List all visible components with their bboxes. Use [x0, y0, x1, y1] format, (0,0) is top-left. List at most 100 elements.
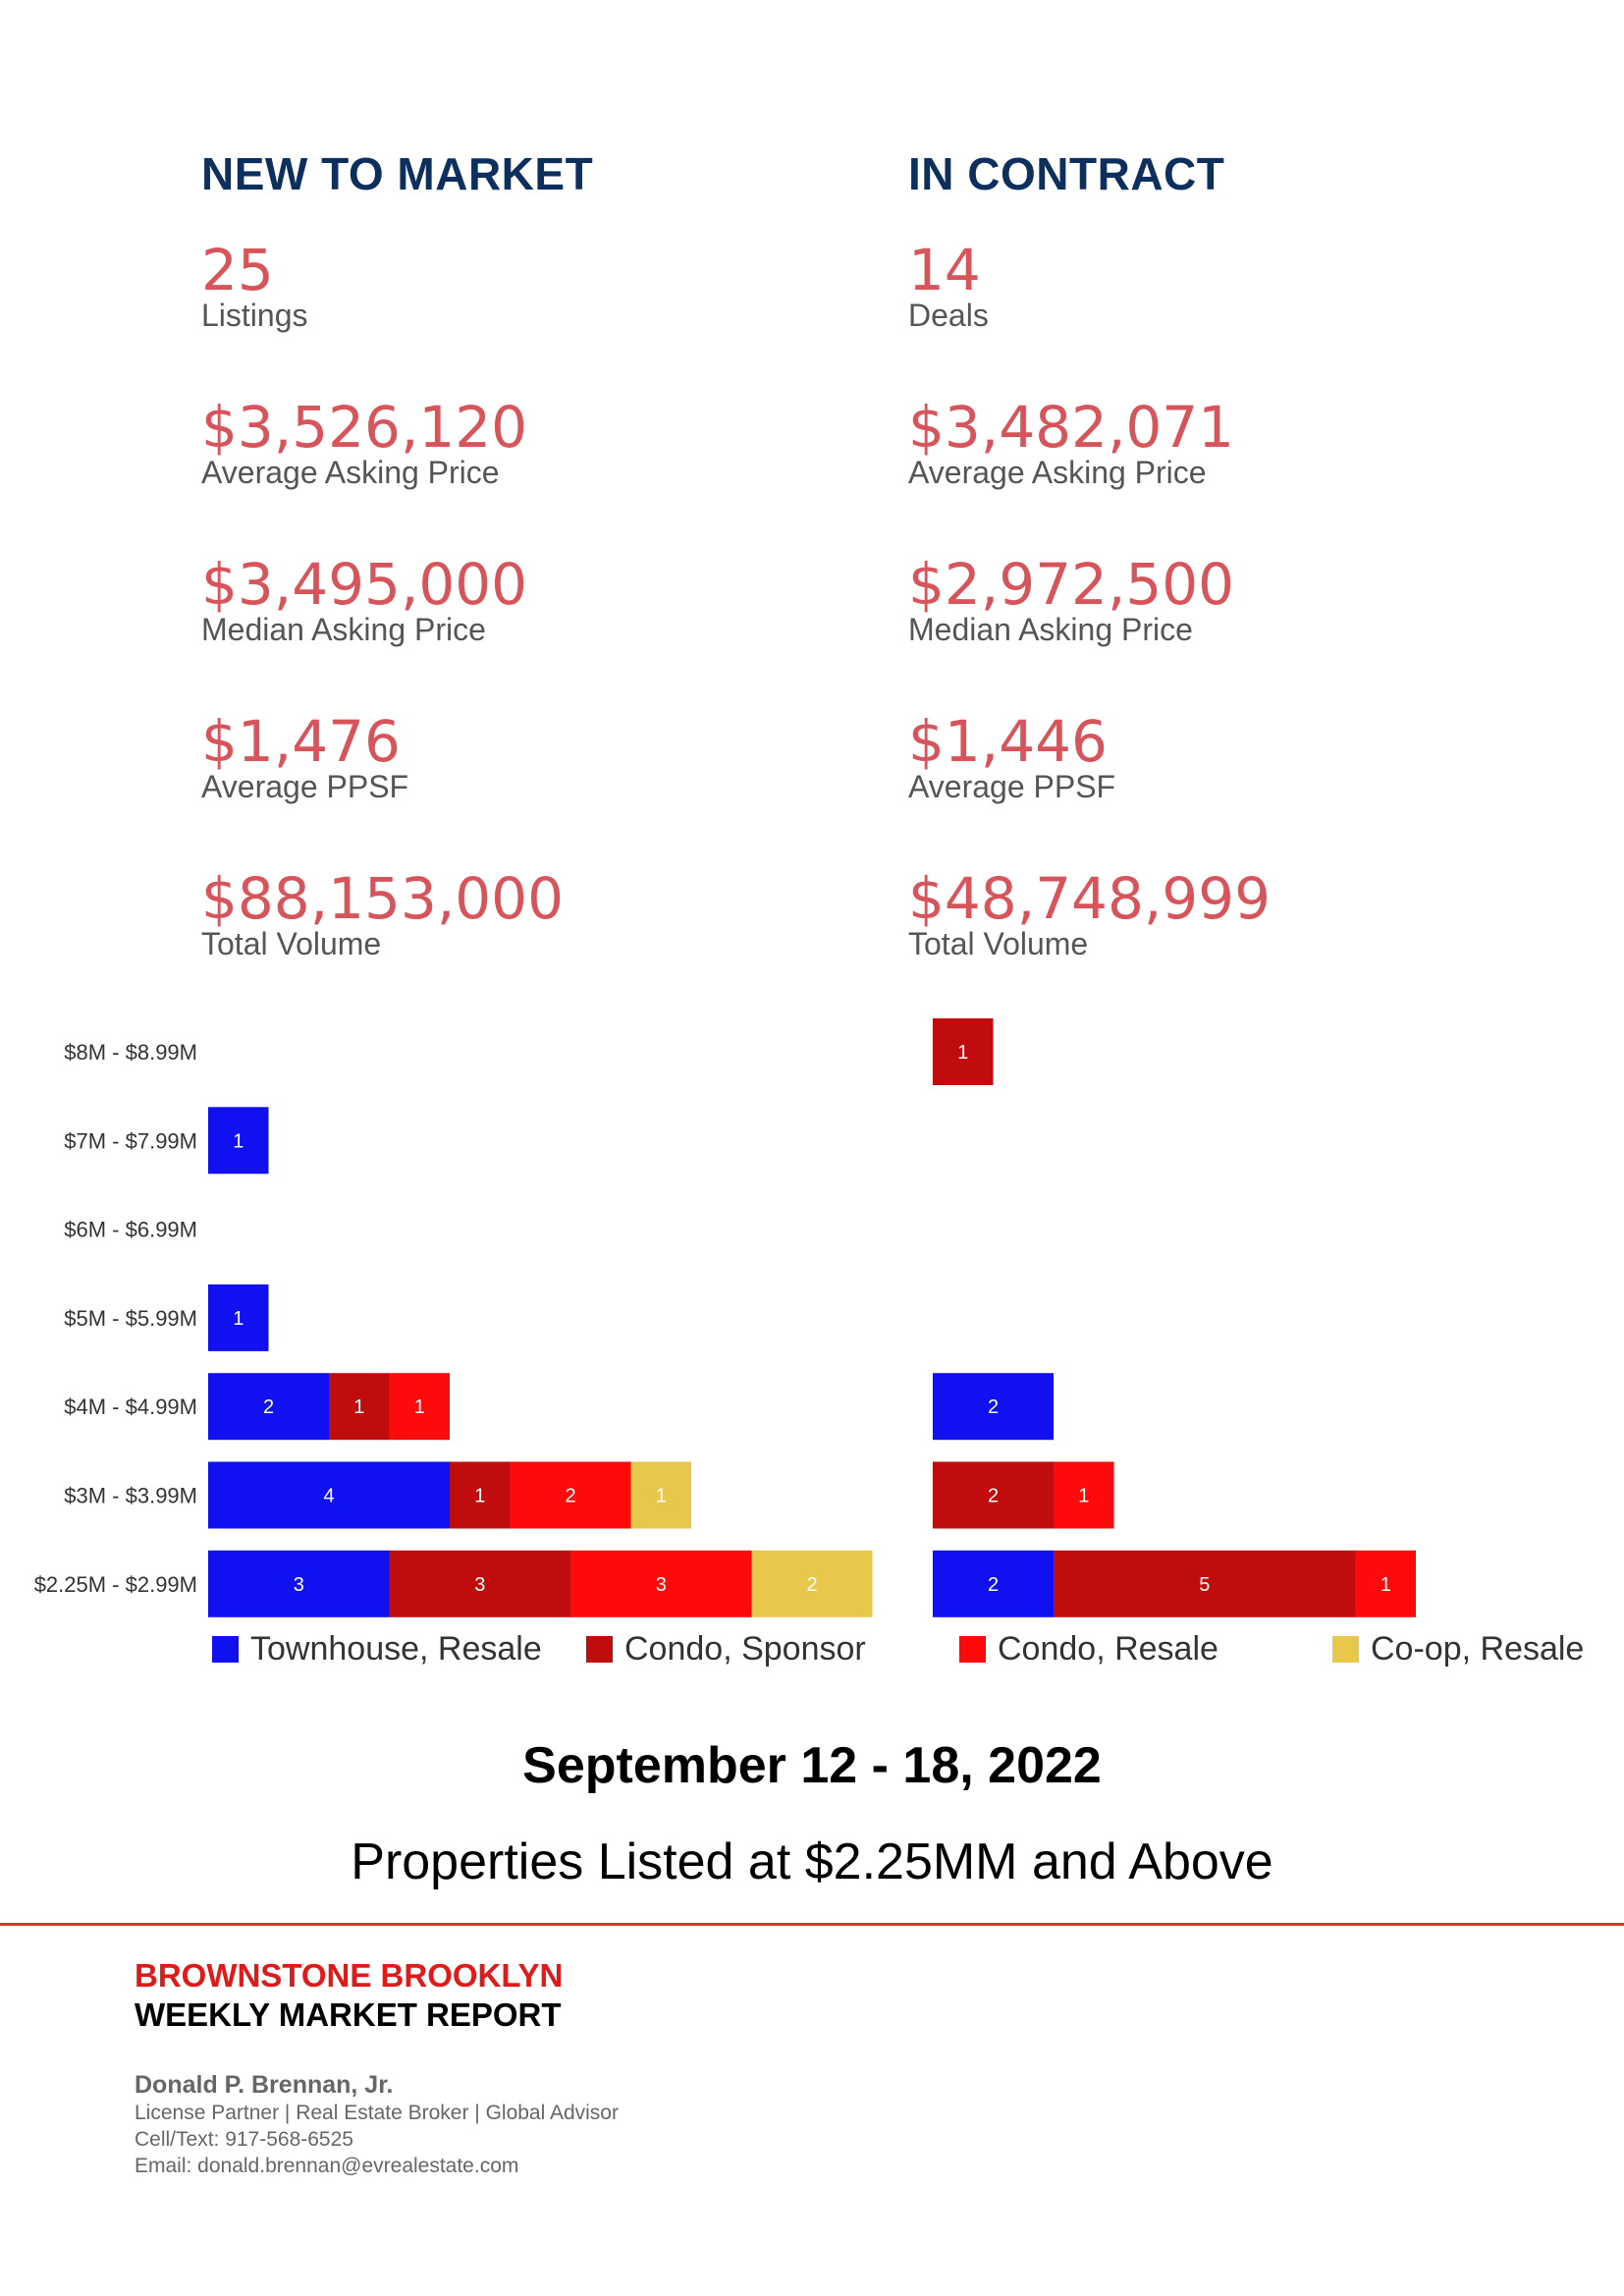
bar-segment [1054, 1461, 1114, 1529]
bar-value-label: 1 [414, 1396, 425, 1418]
bar-segment [208, 1107, 269, 1175]
chart-legend: Townhouse, Resale Condo, Sponsor Condo, … [0, 1630, 1624, 1675]
y-tick-label: $4M - $4.99M [64, 1394, 197, 1419]
legend-swatch [959, 1636, 986, 1663]
bar-value-label: 3 [474, 1574, 485, 1596]
agent-phone: Cell/Text: 917-568-6525 [135, 2128, 353, 2151]
average-asking-price-stat: $3,482,071 Average Asking Price [908, 397, 1271, 554]
bar-value-label: 2 [806, 1574, 817, 1596]
median-asking-price-label: Median Asking Price [201, 612, 486, 647]
footer: BROWNSTONE BROOKLYN WEEKLY MARKET REPORT… [135, 1956, 619, 2179]
total-volume-value: $88,153,000 [201, 865, 564, 932]
median-asking-price-value: $3,495,000 [201, 551, 528, 618]
bar-segment [933, 1550, 1054, 1617]
total-volume-value: $48,748,999 [908, 865, 1271, 932]
bar-value-label: 4 [323, 1486, 334, 1507]
bar-value-label: 2 [565, 1486, 575, 1507]
bar-segment [933, 1018, 994, 1085]
brand-name: BROWNSTONE BROOKLYN [135, 1957, 564, 1994]
listings-count: 25 [201, 237, 274, 303]
footer-divider [0, 1923, 1624, 1926]
bar-value-label: 3 [656, 1574, 667, 1596]
legend-label: Condo, Sponsor [624, 1630, 866, 1667]
legend-swatch [586, 1636, 613, 1663]
total-volume-label: Total Volume [201, 926, 382, 961]
bar-segment [751, 1550, 873, 1617]
average-asking-price-value: $3,526,120 [201, 394, 528, 461]
median-asking-price-label: Median Asking Price [908, 612, 1193, 647]
bar-segment [630, 1461, 691, 1529]
total-volume-label: Total Volume [908, 926, 1089, 961]
report-subtitle: Properties Listed at $2.25MM and Above [351, 1833, 1273, 1890]
bar-value-label: 1 [1078, 1486, 1089, 1507]
total-volume-stat: $48,748,999 Total Volume [908, 868, 1271, 1025]
bar-segment [208, 1373, 329, 1441]
legend-label: Condo, Resale [998, 1630, 1218, 1667]
y-tick-label: $5M - $5.99M [64, 1306, 197, 1331]
bar-segment [329, 1373, 390, 1441]
y-tick-label: $3M - $3.99M [64, 1484, 197, 1508]
bar-segment [450, 1461, 511, 1529]
y-tick-label: $6M - $6.99M [64, 1218, 197, 1242]
bar-value-label: 2 [988, 1396, 999, 1418]
bar-value-label: 1 [474, 1486, 485, 1507]
total-volume-stat: $88,153,000 Total Volume [201, 868, 593, 1025]
bar-segment [510, 1461, 631, 1529]
deals-count: 14 [908, 237, 981, 303]
listings-label: Listings [201, 298, 308, 333]
bar-segment [933, 1461, 1054, 1529]
in-contract-column: IN CONTRACT 14 Deals $3,482,071 Average … [908, 147, 1271, 1025]
price-range-bar-chart: $8M - $8.99M $7M - $7.99M $6M - $6.99M $5M … [34, 1018, 1416, 1617]
bar-value-label: 2 [988, 1486, 999, 1507]
bar-value-label: 1 [656, 1486, 667, 1507]
bar-value-label: 2 [263, 1396, 274, 1418]
bar-segment [208, 1284, 269, 1351]
bar-value-label: 5 [1199, 1574, 1210, 1596]
average-ppsf-value: $1,476 [201, 708, 401, 775]
average-asking-price-value: $3,482,071 [908, 394, 1235, 461]
legend-label: Townhouse, Resale [250, 1630, 542, 1667]
bar-value-label: 1 [233, 1130, 244, 1152]
new-to-market-title: NEW TO MARKET [201, 148, 594, 199]
legend-swatch [1332, 1636, 1359, 1663]
bar-value-label: 1 [233, 1308, 244, 1330]
average-ppsf-label: Average PPSF [201, 769, 409, 804]
bar-value-label: 1 [1380, 1574, 1391, 1596]
bar-segment [208, 1461, 450, 1529]
bar-value-label: 2 [988, 1574, 999, 1596]
agent-email: Email: donald.brennan@evrealestate.com [135, 2155, 519, 2177]
bar-value-label: 1 [957, 1042, 968, 1064]
deals-stat: 14 Deals [908, 240, 1271, 397]
bar-segment [570, 1550, 752, 1617]
average-ppsf-label: Average PPSF [908, 769, 1116, 804]
average-ppsf-stat: $1,476 Average PPSF [201, 711, 593, 868]
average-asking-price-stat: $3,526,120 Average Asking Price [201, 397, 593, 554]
agent-title: License Partner | Real Estate Broker | G… [135, 2102, 619, 2124]
bar-segment [389, 1550, 570, 1617]
legend-item-condo-sponsor: Condo, Sponsor [586, 1630, 866, 1668]
deals-label: Deals [908, 298, 989, 333]
report-name: WEEKLY MARKET REPORT [135, 1996, 562, 2033]
y-tick-label: $8M - $8.99M [64, 1040, 197, 1065]
bar-value-label: 3 [294, 1574, 304, 1596]
median-asking-price-stat: $3,495,000 Median Asking Price [201, 554, 593, 711]
in-contract-title: IN CONTRACT [908, 148, 1225, 199]
legend-label: Co-op, Resale [1371, 1630, 1585, 1667]
y-tick-label: $2.25M - $2.99M [34, 1572, 197, 1597]
bar-segment [208, 1550, 390, 1617]
legend-swatch [212, 1636, 239, 1663]
report-date-range: September 12 - 18, 2022 [522, 1737, 1102, 1794]
average-asking-price-label: Average Asking Price [908, 455, 1207, 490]
legend-item-coop-resale: Co-op, Resale [1332, 1630, 1584, 1668]
y-tick-label: $7M - $7.99M [64, 1128, 197, 1153]
bar-value-label: 1 [353, 1396, 364, 1418]
listings-stat: 25 Listings [201, 240, 593, 397]
agent-name: Donald P. Brennan, Jr. [135, 2071, 394, 2099]
median-asking-price-stat: $2,972,500 Median Asking Price [908, 554, 1271, 711]
average-asking-price-label: Average Asking Price [201, 455, 500, 490]
bar-segment [933, 1373, 1054, 1441]
bar-segment [1355, 1550, 1416, 1617]
legend-item-townhouse-resale: Townhouse, Resale [212, 1630, 542, 1668]
bar-segment [389, 1373, 450, 1441]
average-ppsf-stat: $1,446 Average PPSF [908, 711, 1271, 868]
